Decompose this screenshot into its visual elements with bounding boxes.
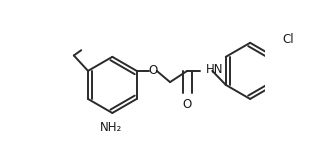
- Text: O: O: [183, 98, 192, 111]
- Text: Cl: Cl: [282, 33, 294, 46]
- Text: O: O: [148, 64, 158, 77]
- Text: NH₂: NH₂: [100, 121, 123, 134]
- Text: HN: HN: [206, 64, 223, 76]
